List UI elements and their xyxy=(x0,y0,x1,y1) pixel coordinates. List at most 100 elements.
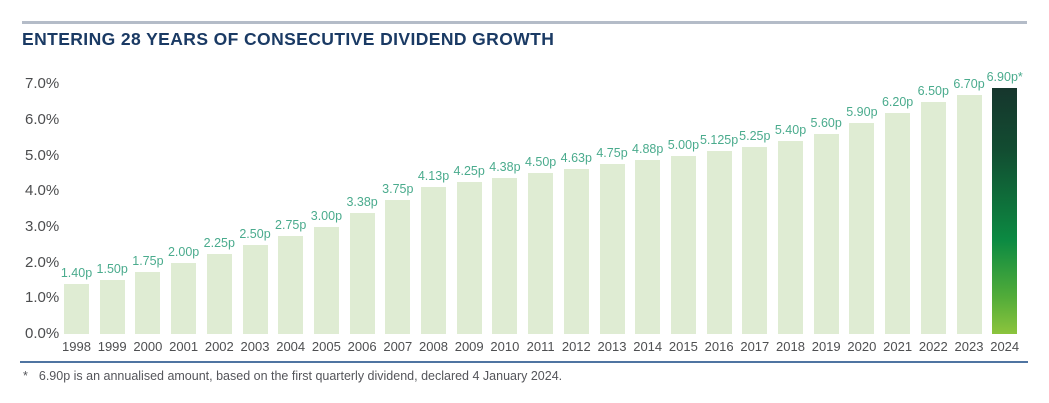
y-axis-tick-label: 2.0% xyxy=(25,253,60,271)
bar-value-label: 1.50p xyxy=(96,262,128,277)
bar-value-label: 5.125p xyxy=(699,133,739,148)
bar-value-label: 4.50p xyxy=(524,155,557,170)
bar-value-label: 3.00p xyxy=(310,208,343,223)
bar-2021 xyxy=(885,112,911,334)
bar-2024 xyxy=(992,87,1018,334)
bar-group-2013: 4.75p 2013 xyxy=(596,76,627,356)
bar-value-label: 4.38p xyxy=(489,159,521,174)
x-axis-label-2001: 2001 xyxy=(169,339,199,354)
bar-value-label: 5.90p xyxy=(846,105,878,120)
x-axis-label-2017: 2017 xyxy=(740,339,770,354)
bar-2017 xyxy=(742,146,768,334)
y-axis-tick-label: 6.0% xyxy=(25,110,60,128)
bar-value-label: 4.75p xyxy=(596,146,628,161)
bar-group-2019: 5.60p 2019 xyxy=(811,76,842,356)
bar-group-2009: 4.25p 2009 xyxy=(453,76,485,356)
bar-group-2004: 2.75p 2004 xyxy=(275,76,307,356)
x-axis-label-2002: 2002 xyxy=(204,339,234,354)
bar-group-1998: 1.40p 1998 xyxy=(60,76,93,356)
bar-group-2006: 3.38p 2006 xyxy=(346,76,377,356)
x-axis-label-2006: 2006 xyxy=(347,339,377,354)
bar-group-2021: 6.20p 2021 xyxy=(882,76,913,356)
y-axis-tick-label: 3.0% xyxy=(25,217,60,235)
bar-group-2003: 2.50p 2003 xyxy=(239,76,270,356)
bar-value-label: 4.13p xyxy=(417,168,450,183)
bar-2000 xyxy=(135,271,161,334)
bar-group-2023: 6.70p 2023 xyxy=(953,76,984,356)
bar-group-2024: 6.90p* 2024 xyxy=(987,70,1023,356)
x-axis-label-2018: 2018 xyxy=(776,339,805,354)
x-axis-label-2023: 2023 xyxy=(954,339,984,354)
y-axis-tick-label: 0.0% xyxy=(25,325,60,342)
x-axis-label-2013: 2013 xyxy=(597,339,627,354)
bar-value-label: 2.75p xyxy=(275,217,307,232)
footnote-marker: * xyxy=(23,369,28,383)
bar-2003 xyxy=(242,244,268,334)
x-axis-label-1999: 1999 xyxy=(97,339,127,354)
bar-group-2014: 4.88p 2014 xyxy=(632,76,664,356)
bar-value-label: 4.63p xyxy=(560,150,592,165)
bar-value-label: 5.25p xyxy=(739,128,771,143)
bar-2007 xyxy=(385,200,411,334)
bar-group-2002: 2.25p 2002 xyxy=(204,76,235,356)
bar-group-2007: 3.75p 2007 xyxy=(382,76,413,356)
x-axis-label-2024: 2024 xyxy=(990,339,1020,354)
bar-value-label: 2.00p xyxy=(167,244,200,259)
bar-2008 xyxy=(421,186,446,334)
x-axis-label-2020: 2020 xyxy=(847,339,877,354)
bar-value-label: 4.88p xyxy=(632,141,664,156)
bar-2020 xyxy=(849,123,875,334)
bar-2004 xyxy=(278,235,304,334)
bar-group-2012: 4.63p 2012 xyxy=(560,76,592,356)
bar-2013 xyxy=(599,164,625,334)
bar-2009 xyxy=(456,182,482,334)
bar-2002 xyxy=(206,253,232,334)
x-axis-label-2014: 2014 xyxy=(633,339,663,354)
bar-2019 xyxy=(813,134,839,334)
bar-2011 xyxy=(528,173,554,334)
y-axis-tick-label: 5.0% xyxy=(25,146,60,164)
footnote-text: 6.90p is an annualised amount, based on … xyxy=(38,369,563,383)
bar-value-label: 5.00p xyxy=(667,137,700,152)
dividend-growth-bar-chart: 7.0% 6.0% 5.0% 4.0% 3.0% 2.0% 1.0% 0.0% 1.40p 19… xyxy=(22,70,1027,356)
x-axis-label-2021: 2021 xyxy=(883,339,913,354)
bar-2018 xyxy=(778,141,803,334)
bar-value-label: 6.70p xyxy=(953,76,985,91)
bar-group-2016: 5.125p 2016 xyxy=(700,76,738,356)
bar-2001 xyxy=(171,262,197,334)
bar-value-label: 1.40p xyxy=(60,266,93,281)
x-axis-label-2011: 2011 xyxy=(526,339,555,354)
bar-group-2011: 4.50p 2011 xyxy=(524,76,557,356)
x-axis-label-2004: 2004 xyxy=(276,339,306,354)
bar-value-label: 3.38p xyxy=(346,195,378,210)
bar-group-2001: 2.00p 2001 xyxy=(167,76,200,356)
x-axis-label-1998: 1998 xyxy=(62,339,91,354)
bar-group-2008: 4.13p 2008 xyxy=(417,76,450,356)
bar-value-label: 6.50p xyxy=(917,83,949,98)
bar-2016 xyxy=(706,151,732,334)
x-axis-label-2019: 2019 xyxy=(811,339,841,354)
x-axis-label-2009: 2009 xyxy=(454,339,484,354)
bar-2015 xyxy=(670,155,696,334)
bar-value-label: 6.90p* xyxy=(986,69,1023,84)
bar-2006 xyxy=(349,213,375,334)
bar-group-2015: 5.00p 2015 xyxy=(667,76,700,356)
bar-group-2020: 5.90p 2020 xyxy=(846,76,878,356)
footnote-divider xyxy=(20,361,1028,363)
bar-value-label: 2.50p xyxy=(239,226,271,241)
x-axis-label-2003: 2003 xyxy=(240,339,270,354)
x-axis-label-2000: 2000 xyxy=(133,339,163,354)
bar-value-label: 4.25p xyxy=(453,164,485,179)
bar-value-label: 5.40p xyxy=(774,123,807,138)
bar-2012 xyxy=(563,168,589,334)
bar-1998 xyxy=(64,284,89,334)
x-axis-label-2016: 2016 xyxy=(704,339,734,354)
bar-group-2017: 5.25p 2017 xyxy=(739,76,771,356)
bar-2022 xyxy=(920,101,946,334)
bar-group-2005: 3.00p 2005 xyxy=(310,76,343,356)
x-axis-label-2005: 2005 xyxy=(311,339,341,354)
y-axis-tick-label: 7.0% xyxy=(25,75,60,93)
x-axis-label-2022: 2022 xyxy=(918,339,948,354)
bar-1999 xyxy=(99,280,125,334)
